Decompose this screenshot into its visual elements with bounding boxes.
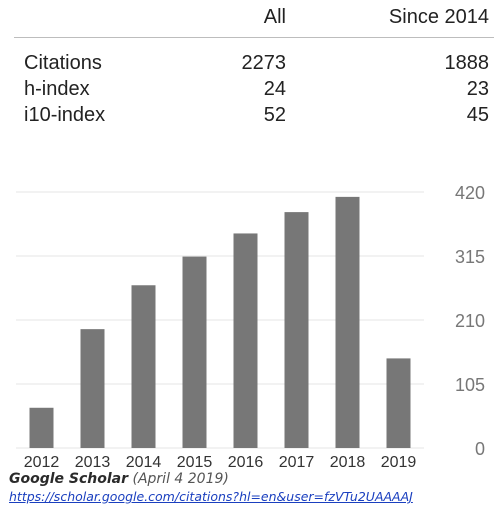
source-name: Google Scholar xyxy=(9,471,129,487)
y-tick-label-420: 420 xyxy=(455,183,485,203)
h-index-all-value: 24 xyxy=(263,78,286,100)
bar-2019 xyxy=(386,358,411,448)
y-tick-label-105: 105 xyxy=(455,375,485,395)
header-divider xyxy=(14,37,494,38)
source-url-link[interactable]: https://scholar.google.com/citations?hl=… xyxy=(9,489,413,504)
column-header-all: All xyxy=(263,6,286,28)
x-tick-label-2014: 2014 xyxy=(126,454,162,471)
citations-since-value: 1888 xyxy=(444,52,490,74)
citations-all-value: 2273 xyxy=(241,52,287,74)
citation-stats-table: All Since 2014 Citations 2273 1888 h-ind… xyxy=(0,0,494,140)
row-label-h-index: h-index xyxy=(24,78,90,100)
bar-2018 xyxy=(335,196,360,448)
bar-2016 xyxy=(233,233,258,448)
i10-index-all-value: 52 xyxy=(263,104,286,126)
x-tick-label-2012: 2012 xyxy=(24,454,60,471)
x-tick-label-2013: 2013 xyxy=(75,454,111,471)
row-label-i10-index: i10-index xyxy=(24,104,106,126)
citations-per-year-chart: 0 105 210 315 420 2012 2013 2014 2015 2016 2017 201… xyxy=(16,183,485,471)
x-tick-label-2016: 2016 xyxy=(228,454,264,471)
source-caption: Google Scholar (April 4 2019) xyxy=(9,471,229,488)
x-tick-label-2017: 2017 xyxy=(279,454,315,471)
y-tick-label-210: 210 xyxy=(455,311,485,331)
bar-2014 xyxy=(131,285,156,448)
x-tick-label-2015: 2015 xyxy=(177,454,213,471)
h-index-since-value: 23 xyxy=(466,78,489,100)
y-tick-label-0: 0 xyxy=(475,439,485,459)
bar-2013 xyxy=(80,329,105,448)
row-label-citations: Citations xyxy=(24,52,102,74)
x-tick-label-2018: 2018 xyxy=(330,454,366,471)
y-tick-label-315: 315 xyxy=(455,247,485,267)
column-header-since-2014: Since 2014 xyxy=(388,6,489,28)
bar-2012 xyxy=(29,407,54,448)
bar-2017 xyxy=(284,212,309,448)
bar-2015 xyxy=(182,256,207,448)
i10-index-since-value: 45 xyxy=(466,104,489,126)
x-tick-label-2019: 2019 xyxy=(381,454,417,471)
source-date: (April 4 2019) xyxy=(132,471,229,487)
